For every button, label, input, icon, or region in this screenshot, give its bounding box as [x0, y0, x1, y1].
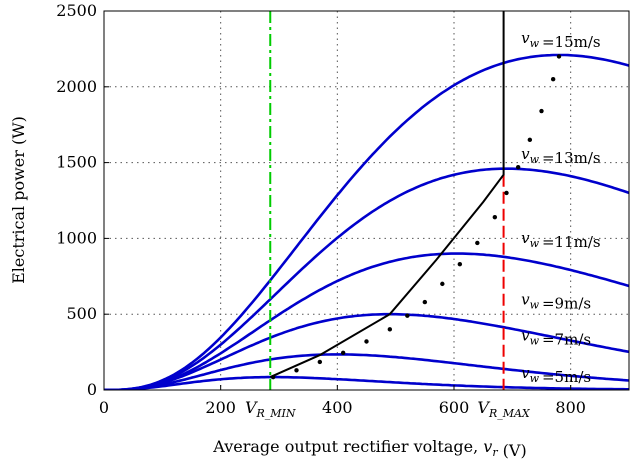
- curve-label: vw =15m/s: [521, 29, 601, 51]
- power-curve-11ms: [104, 252, 629, 390]
- x-annotation-label: VR_MIN: [245, 398, 296, 420]
- curve-label: vw =13m/s: [521, 145, 601, 167]
- plot-frame: [103, 10, 630, 391]
- y-tick-label: 0: [87, 380, 97, 399]
- y-tick-label: 2500: [56, 1, 97, 20]
- axis-ticks: 0 200 400 600 800 0 500 1000 1500 2000 2500 VR_MIN V…: [56, 1, 586, 420]
- curve-label: vw =9m/s: [521, 290, 591, 312]
- mppt-point: [492, 214, 498, 220]
- curve-label: vw =11m/s: [521, 229, 601, 251]
- mppt-dotted-curve: [270, 54, 562, 380]
- y-axis-label: Electrical power (W): [9, 116, 28, 284]
- mppt-point: [387, 327, 393, 332]
- mppt-point: [440, 281, 445, 287]
- mppt-point: [556, 54, 562, 59]
- mppt-point: [364, 339, 369, 344]
- mppt-point: [457, 261, 463, 267]
- y-tick-label: 500: [66, 304, 97, 323]
- control-line: [269, 11, 505, 379]
- mppt-point: [317, 359, 323, 365]
- mppt-point: [550, 77, 556, 82]
- power-curves: [104, 53, 629, 390]
- y-tick-label: 1500: [56, 153, 97, 172]
- power-curve-13ms: [104, 167, 629, 390]
- x-tick-label: 600: [439, 398, 470, 417]
- y-tick-label: 2000: [56, 77, 97, 96]
- power-curve-5ms: [104, 375, 629, 390]
- mppt-point: [539, 108, 544, 114]
- curve-labels: vw =5m/s vw =7m/s vw =9m/s vw =11m/s vw =13m/s vw =…: [521, 29, 601, 386]
- power-curve-7ms: [104, 353, 629, 390]
- x-tick-label: 200: [205, 398, 236, 417]
- mppt-point: [405, 313, 410, 318]
- x-axis-label: Average output rectifier voltage, vr (V): [212, 437, 526, 460]
- mppt-point: [527, 137, 533, 143]
- mppt-point: [340, 350, 346, 356]
- x-tick-label: 800: [555, 398, 586, 417]
- y-tick-label: 1000: [56, 228, 97, 247]
- mppt-point: [294, 368, 299, 373]
- power-curve-15ms: [104, 53, 629, 390]
- mppt-point: [422, 299, 428, 305]
- mppt-point: [515, 164, 521, 170]
- x-annotation-label: VR_MAX: [477, 398, 531, 420]
- control-polyline: [269, 11, 505, 379]
- mppt-point: [504, 190, 509, 196]
- mppt-point: [475, 240, 480, 246]
- power-curve-9ms: [104, 312, 629, 390]
- x-tick-label: 400: [322, 398, 353, 417]
- x-tick-label: 0: [99, 398, 109, 417]
- reference-lines: [269, 11, 505, 390]
- curve-label: vw =7m/s: [521, 327, 591, 349]
- curve-label: vw =5m/s: [521, 364, 591, 386]
